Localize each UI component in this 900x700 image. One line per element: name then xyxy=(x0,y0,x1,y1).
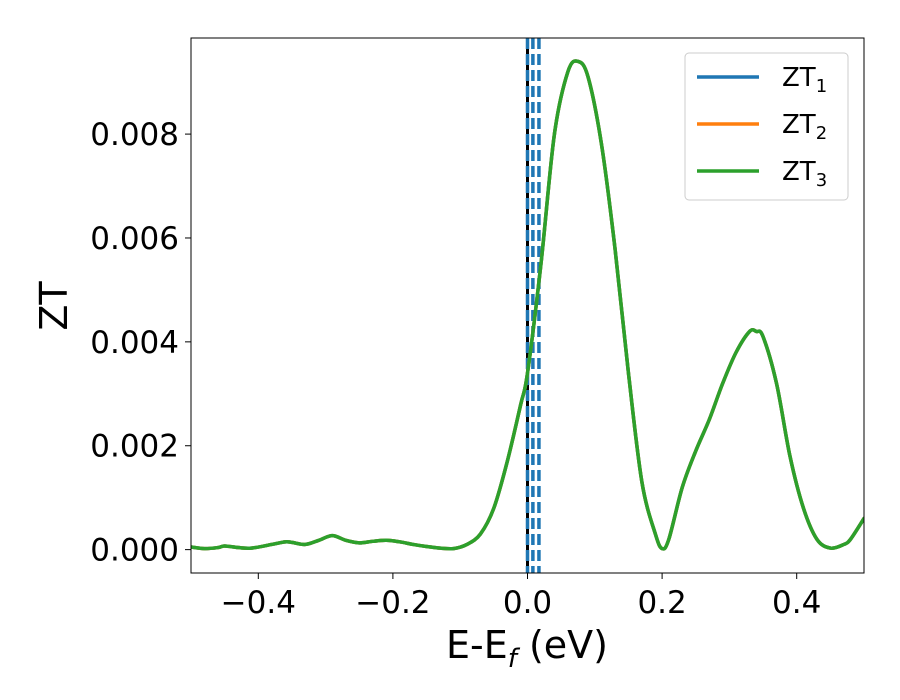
legend-label-zt2-main: ZT xyxy=(782,110,816,140)
y-tick-label-2: 0.004 xyxy=(90,325,179,361)
x-tick-label-1: −0.2 xyxy=(355,585,430,621)
series-line-zt3 xyxy=(191,59,864,551)
x-axis-title: E-Ef (eV) xyxy=(446,623,608,674)
x-tick-label-4: 0.4 xyxy=(772,585,821,621)
x-tick-label-0: −0.4 xyxy=(221,585,296,621)
legend-label-zt2-subscript: 2 xyxy=(816,123,827,144)
y-tick-label-3: 0.006 xyxy=(90,221,179,257)
x-tick-label-3: 0.2 xyxy=(637,585,686,621)
x-axis-title-suffix: (eV) xyxy=(517,623,608,667)
x-axis-title-main: E-E xyxy=(446,623,508,667)
y-tick-label-1: 0.002 xyxy=(90,429,179,465)
y-tick-label-0: 0.000 xyxy=(90,533,179,569)
x-tick-label-2: 0.0 xyxy=(503,585,552,621)
legend-label-zt1-main: ZT xyxy=(782,63,816,93)
legend-label-zt3-main: ZT xyxy=(782,157,816,187)
legend-label-zt1: ZT1 xyxy=(782,63,827,97)
legend-label-zt3-subscript: 3 xyxy=(816,170,827,191)
legend: ZT1 ZT2 ZT3 xyxy=(684,52,849,201)
legend-frame xyxy=(684,52,849,201)
legend-label-zt3: ZT3 xyxy=(782,157,827,191)
legend-label-zt2: ZT2 xyxy=(782,110,827,144)
legend-label-zt1-subscript: 1 xyxy=(816,76,827,97)
y-axis-title: ZT xyxy=(32,281,76,331)
y-tick-label-4: 0.008 xyxy=(90,117,179,153)
